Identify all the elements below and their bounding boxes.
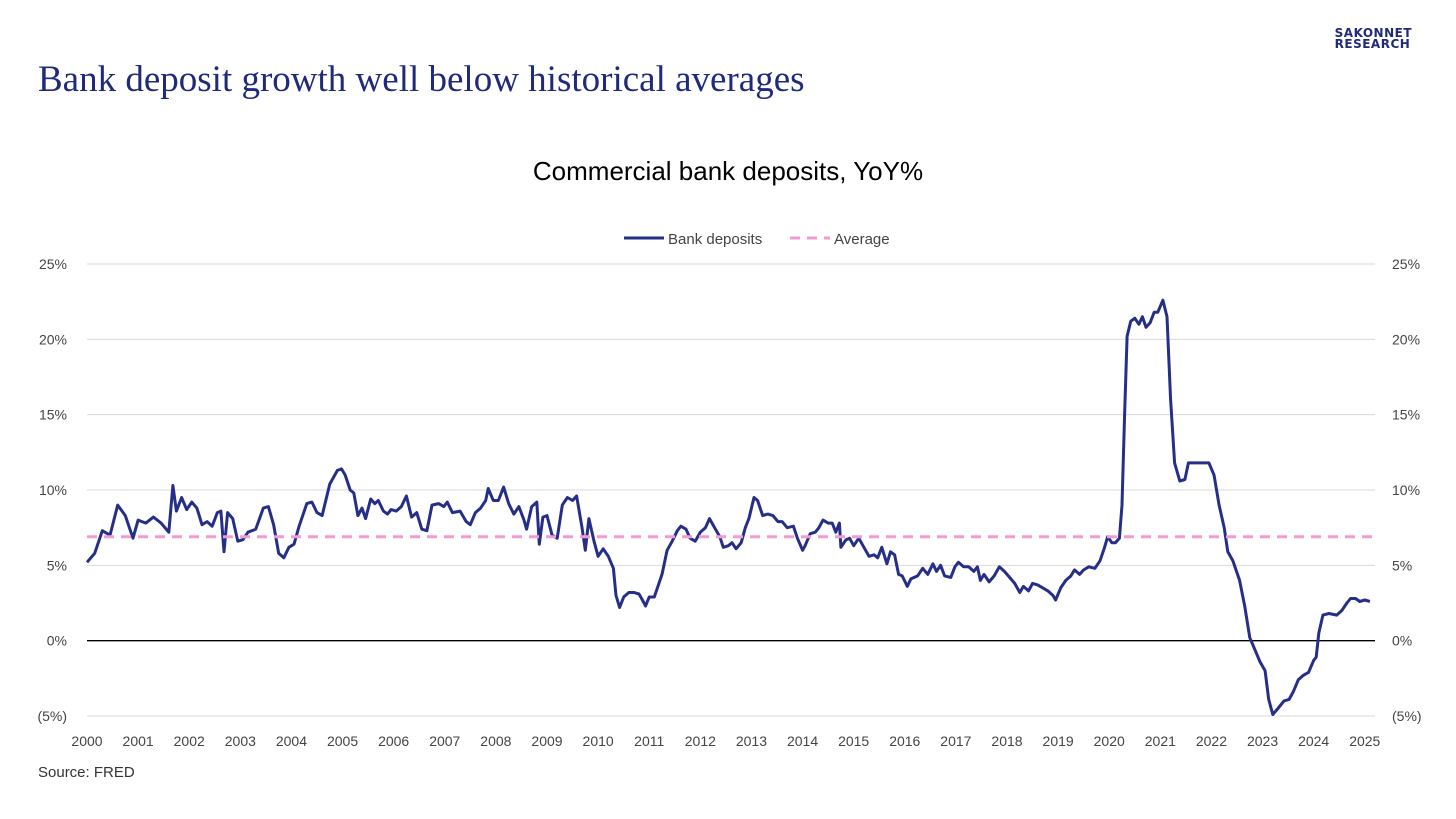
y-tick-label-right: 10%: [1392, 482, 1420, 498]
y-tick-label-right: 15%: [1392, 407, 1420, 423]
x-tick-label: 2010: [583, 733, 614, 749]
x-tick-label: 2022: [1196, 733, 1227, 749]
series-group: [85, 298, 1375, 716]
source-note: Source: FRED: [38, 764, 135, 781]
x-tick-label: 2002: [174, 733, 205, 749]
x-tick-label: 2011: [634, 733, 664, 749]
y-tick-label-left: 0%: [47, 633, 67, 649]
x-tick-label: 2016: [889, 733, 920, 749]
x-tick-label: 2003: [225, 733, 256, 749]
x-tick-label: 2007: [429, 733, 460, 749]
y-tick-label-left: 15%: [39, 407, 67, 423]
x-tick-label: 2005: [327, 733, 358, 749]
y-tick-label-right: 5%: [1392, 557, 1412, 573]
x-axis-ticks: 2000 2001 2002 2003 2004 2005 2006 2007 2008 2009…: [71, 733, 1380, 749]
y-tick-label-right: 25%: [1392, 256, 1420, 272]
grid-lines: [87, 263, 1375, 717]
chart-title: Commercial bank deposits, YoY%: [532, 156, 924, 186]
y-axis-left-ticks: (5%) 0% 5% 10% 15% 20% 25%: [37, 256, 67, 724]
y-tick-label-left: 10%: [39, 482, 67, 498]
legend-label-bank-deposits: Bank deposits: [668, 231, 762, 248]
x-tick-label: 2008: [480, 733, 511, 749]
x-tick-label: 2019: [1043, 733, 1074, 749]
y-axis-right-ticks: (5%) 0% 5% 10% 15% 20% 25%: [1392, 256, 1422, 724]
x-tick-label: 2017: [940, 733, 971, 749]
x-tick-label: 2023: [1247, 733, 1278, 749]
x-tick-label: 2020: [1094, 733, 1125, 749]
bank-deposits-line: [85, 298, 1371, 716]
x-tick-label: 2021: [1145, 733, 1176, 749]
y-tick-label-right: 20%: [1392, 331, 1420, 347]
x-tick-label: 2004: [276, 733, 307, 749]
x-tick-label: 2009: [531, 733, 562, 749]
y-tick-label-left: (5%): [37, 708, 67, 724]
y-tick-label-right: 0%: [1392, 633, 1412, 649]
y-tick-label-left: 25%: [39, 256, 67, 272]
x-tick-label: 2018: [991, 733, 1022, 749]
logo-line-1: SAKONNET: [1334, 26, 1412, 40]
chart-legend: Bank deposits Average: [624, 231, 890, 248]
y-tick-label-left: 20%: [39, 331, 67, 347]
x-tick-label: 2024: [1298, 733, 1329, 749]
x-tick-label: 2012: [685, 733, 716, 749]
x-tick-label: 2013: [736, 733, 767, 749]
legend-label-average: Average: [834, 231, 890, 248]
page-headline: Bank deposit growth well below historica…: [38, 59, 805, 100]
x-tick-label: 2015: [838, 733, 869, 749]
y-tick-label-left: 5%: [47, 557, 67, 573]
logo-line-2: RESEARCH: [1334, 37, 1411, 51]
x-tick-label: 2000: [71, 733, 102, 749]
x-tick-label: 2025: [1349, 733, 1380, 749]
x-tick-label: 2014: [787, 733, 818, 749]
brand-logo: SAKONNET RESEARCH: [1334, 26, 1412, 51]
x-tick-label: 2006: [378, 733, 409, 749]
y-tick-label-right: (5%): [1392, 708, 1422, 724]
x-tick-label: 2001: [123, 733, 154, 749]
